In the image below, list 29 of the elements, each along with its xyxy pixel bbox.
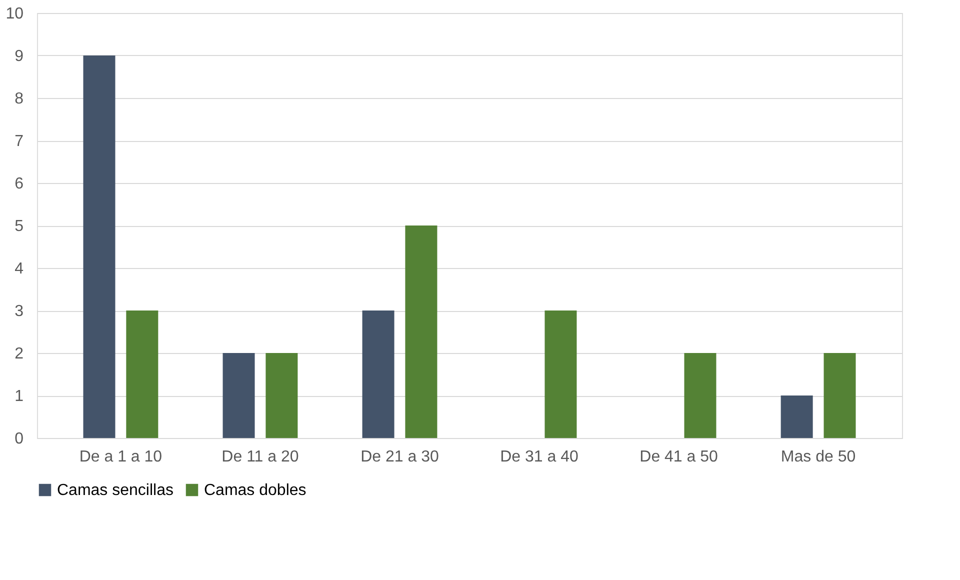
y-tick-label: 6 [14, 176, 24, 192]
bar [684, 353, 716, 438]
legend-label: Camas sencillas [57, 482, 174, 499]
y-tick-label: 2 [14, 346, 24, 362]
y-tick-label: 9 [14, 48, 24, 65]
x-tick-label: De 31 a 40 [500, 448, 578, 466]
bar [362, 310, 394, 438]
y-tick-label: 5 [14, 218, 24, 235]
x-tick-label: De 41 a 50 [640, 448, 718, 466]
bar [126, 310, 158, 438]
bar [222, 353, 255, 438]
y-tick-label: 3 [14, 303, 24, 320]
y-tick-label: 4 [14, 260, 24, 278]
y-tick-label: 10 [6, 6, 24, 22]
bar [266, 353, 298, 438]
x-tick-label: De 21 a 30 [360, 448, 439, 466]
bar [83, 56, 116, 438]
x-tick-label: De 11 a 20 [222, 448, 299, 466]
y-tick-label: 0 [14, 430, 24, 448]
legend-label: Camas dobles [204, 482, 306, 499]
bar [824, 353, 856, 438]
bar [405, 226, 438, 438]
bar [544, 310, 577, 438]
y-tick-label: 8 [14, 90, 24, 108]
x-tick-label: Mas de 50 [780, 448, 856, 466]
y-tick-label: 1 [14, 388, 24, 405]
y-tick-label: 7 [14, 133, 24, 150]
x-tick-label: De a 1 a 10 [79, 448, 162, 466]
bar [780, 396, 813, 438]
